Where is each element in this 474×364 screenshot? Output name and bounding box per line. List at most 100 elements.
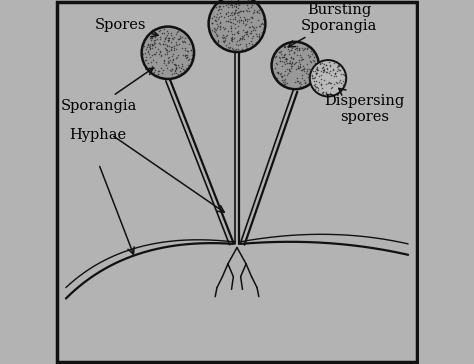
Point [287,47,295,53]
Point [295,47,302,53]
Point [181,47,188,53]
Point [313,84,320,90]
Point [281,61,288,67]
Point [225,18,232,24]
Point [173,66,180,72]
Point [180,66,187,72]
Point [175,64,183,70]
Point [293,75,301,81]
Point [243,46,251,51]
Point [308,59,315,65]
Point [172,65,180,71]
Point [340,81,348,87]
Point [312,67,320,72]
Point [331,71,338,77]
Point [255,23,263,29]
Point [320,62,328,67]
Point [211,29,219,35]
Point [335,63,343,69]
Point [160,57,168,63]
Point [250,7,258,13]
Point [228,4,236,10]
Point [247,30,255,36]
Point [326,90,333,96]
Point [144,41,151,47]
Point [222,10,230,16]
Point [327,80,335,86]
Point [272,65,279,71]
Point [299,68,306,74]
Point [181,45,189,51]
Point [335,63,342,69]
Point [148,42,156,48]
Point [287,55,295,61]
Point [252,39,260,45]
Point [227,25,235,31]
Point [223,2,230,8]
Point [291,51,298,56]
Point [306,53,314,59]
Point [293,47,301,53]
Point [304,74,311,80]
Point [216,3,223,9]
Point [142,54,150,60]
Point [243,41,250,47]
Point [308,73,316,79]
Point [300,63,307,69]
Point [319,60,326,66]
Point [336,68,343,74]
Point [299,66,306,72]
Point [278,63,286,69]
Point [283,72,291,78]
Point [162,48,170,54]
Point [293,43,301,48]
Point [228,24,235,29]
Point [150,64,157,70]
Point [152,44,159,50]
Point [215,15,223,20]
Point [232,3,240,8]
Point [281,43,288,49]
Point [228,38,236,44]
Point [148,52,155,58]
Point [166,43,173,49]
Point [258,20,265,26]
Point [276,58,283,64]
Point [174,36,182,42]
Point [245,24,253,30]
Point [239,8,246,14]
Point [319,91,327,97]
Point [235,30,242,36]
Point [159,41,167,47]
Point [235,9,242,15]
Circle shape [142,27,194,79]
Point [334,80,341,86]
Point [178,61,185,67]
Point [158,30,165,36]
Point [283,56,290,62]
Point [329,67,337,73]
Point [278,54,285,60]
Point [183,52,191,58]
Point [236,37,243,43]
Point [172,46,180,51]
Point [314,87,322,93]
Point [281,56,289,62]
Point [300,46,308,52]
Point [303,68,311,74]
Point [160,30,168,36]
Point [147,33,155,39]
Point [325,59,333,65]
Point [296,80,303,86]
Point [161,41,169,47]
Point [323,70,331,75]
Point [315,74,323,79]
Point [220,15,228,20]
Point [235,0,242,3]
Point [320,66,328,72]
Point [214,7,221,13]
Point [151,33,158,39]
Point [316,60,324,66]
Text: Sporangia: Sporangia [61,68,153,112]
Point [237,8,244,14]
